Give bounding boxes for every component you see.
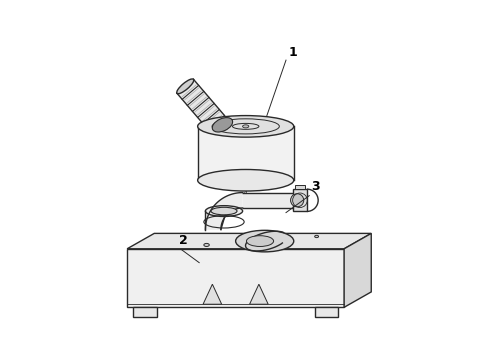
Ellipse shape <box>315 235 318 238</box>
Ellipse shape <box>212 118 233 132</box>
Polygon shape <box>127 233 371 249</box>
Polygon shape <box>295 185 305 189</box>
Polygon shape <box>293 189 307 211</box>
Polygon shape <box>177 79 224 130</box>
Ellipse shape <box>291 194 304 207</box>
Ellipse shape <box>246 236 273 247</box>
Ellipse shape <box>211 207 237 215</box>
Polygon shape <box>315 307 338 316</box>
Polygon shape <box>197 126 294 180</box>
Polygon shape <box>249 284 268 304</box>
Polygon shape <box>344 233 371 307</box>
Ellipse shape <box>205 206 243 216</box>
Polygon shape <box>205 193 243 230</box>
Polygon shape <box>133 307 157 316</box>
Polygon shape <box>127 249 344 307</box>
Polygon shape <box>205 211 226 230</box>
Ellipse shape <box>243 125 249 128</box>
Text: 1: 1 <box>288 46 297 59</box>
Ellipse shape <box>204 243 209 247</box>
Ellipse shape <box>197 170 294 191</box>
Polygon shape <box>203 284 221 304</box>
Text: 2: 2 <box>179 234 188 247</box>
Ellipse shape <box>197 116 294 137</box>
Ellipse shape <box>177 79 194 94</box>
Text: 3: 3 <box>311 180 319 193</box>
Ellipse shape <box>236 230 294 252</box>
